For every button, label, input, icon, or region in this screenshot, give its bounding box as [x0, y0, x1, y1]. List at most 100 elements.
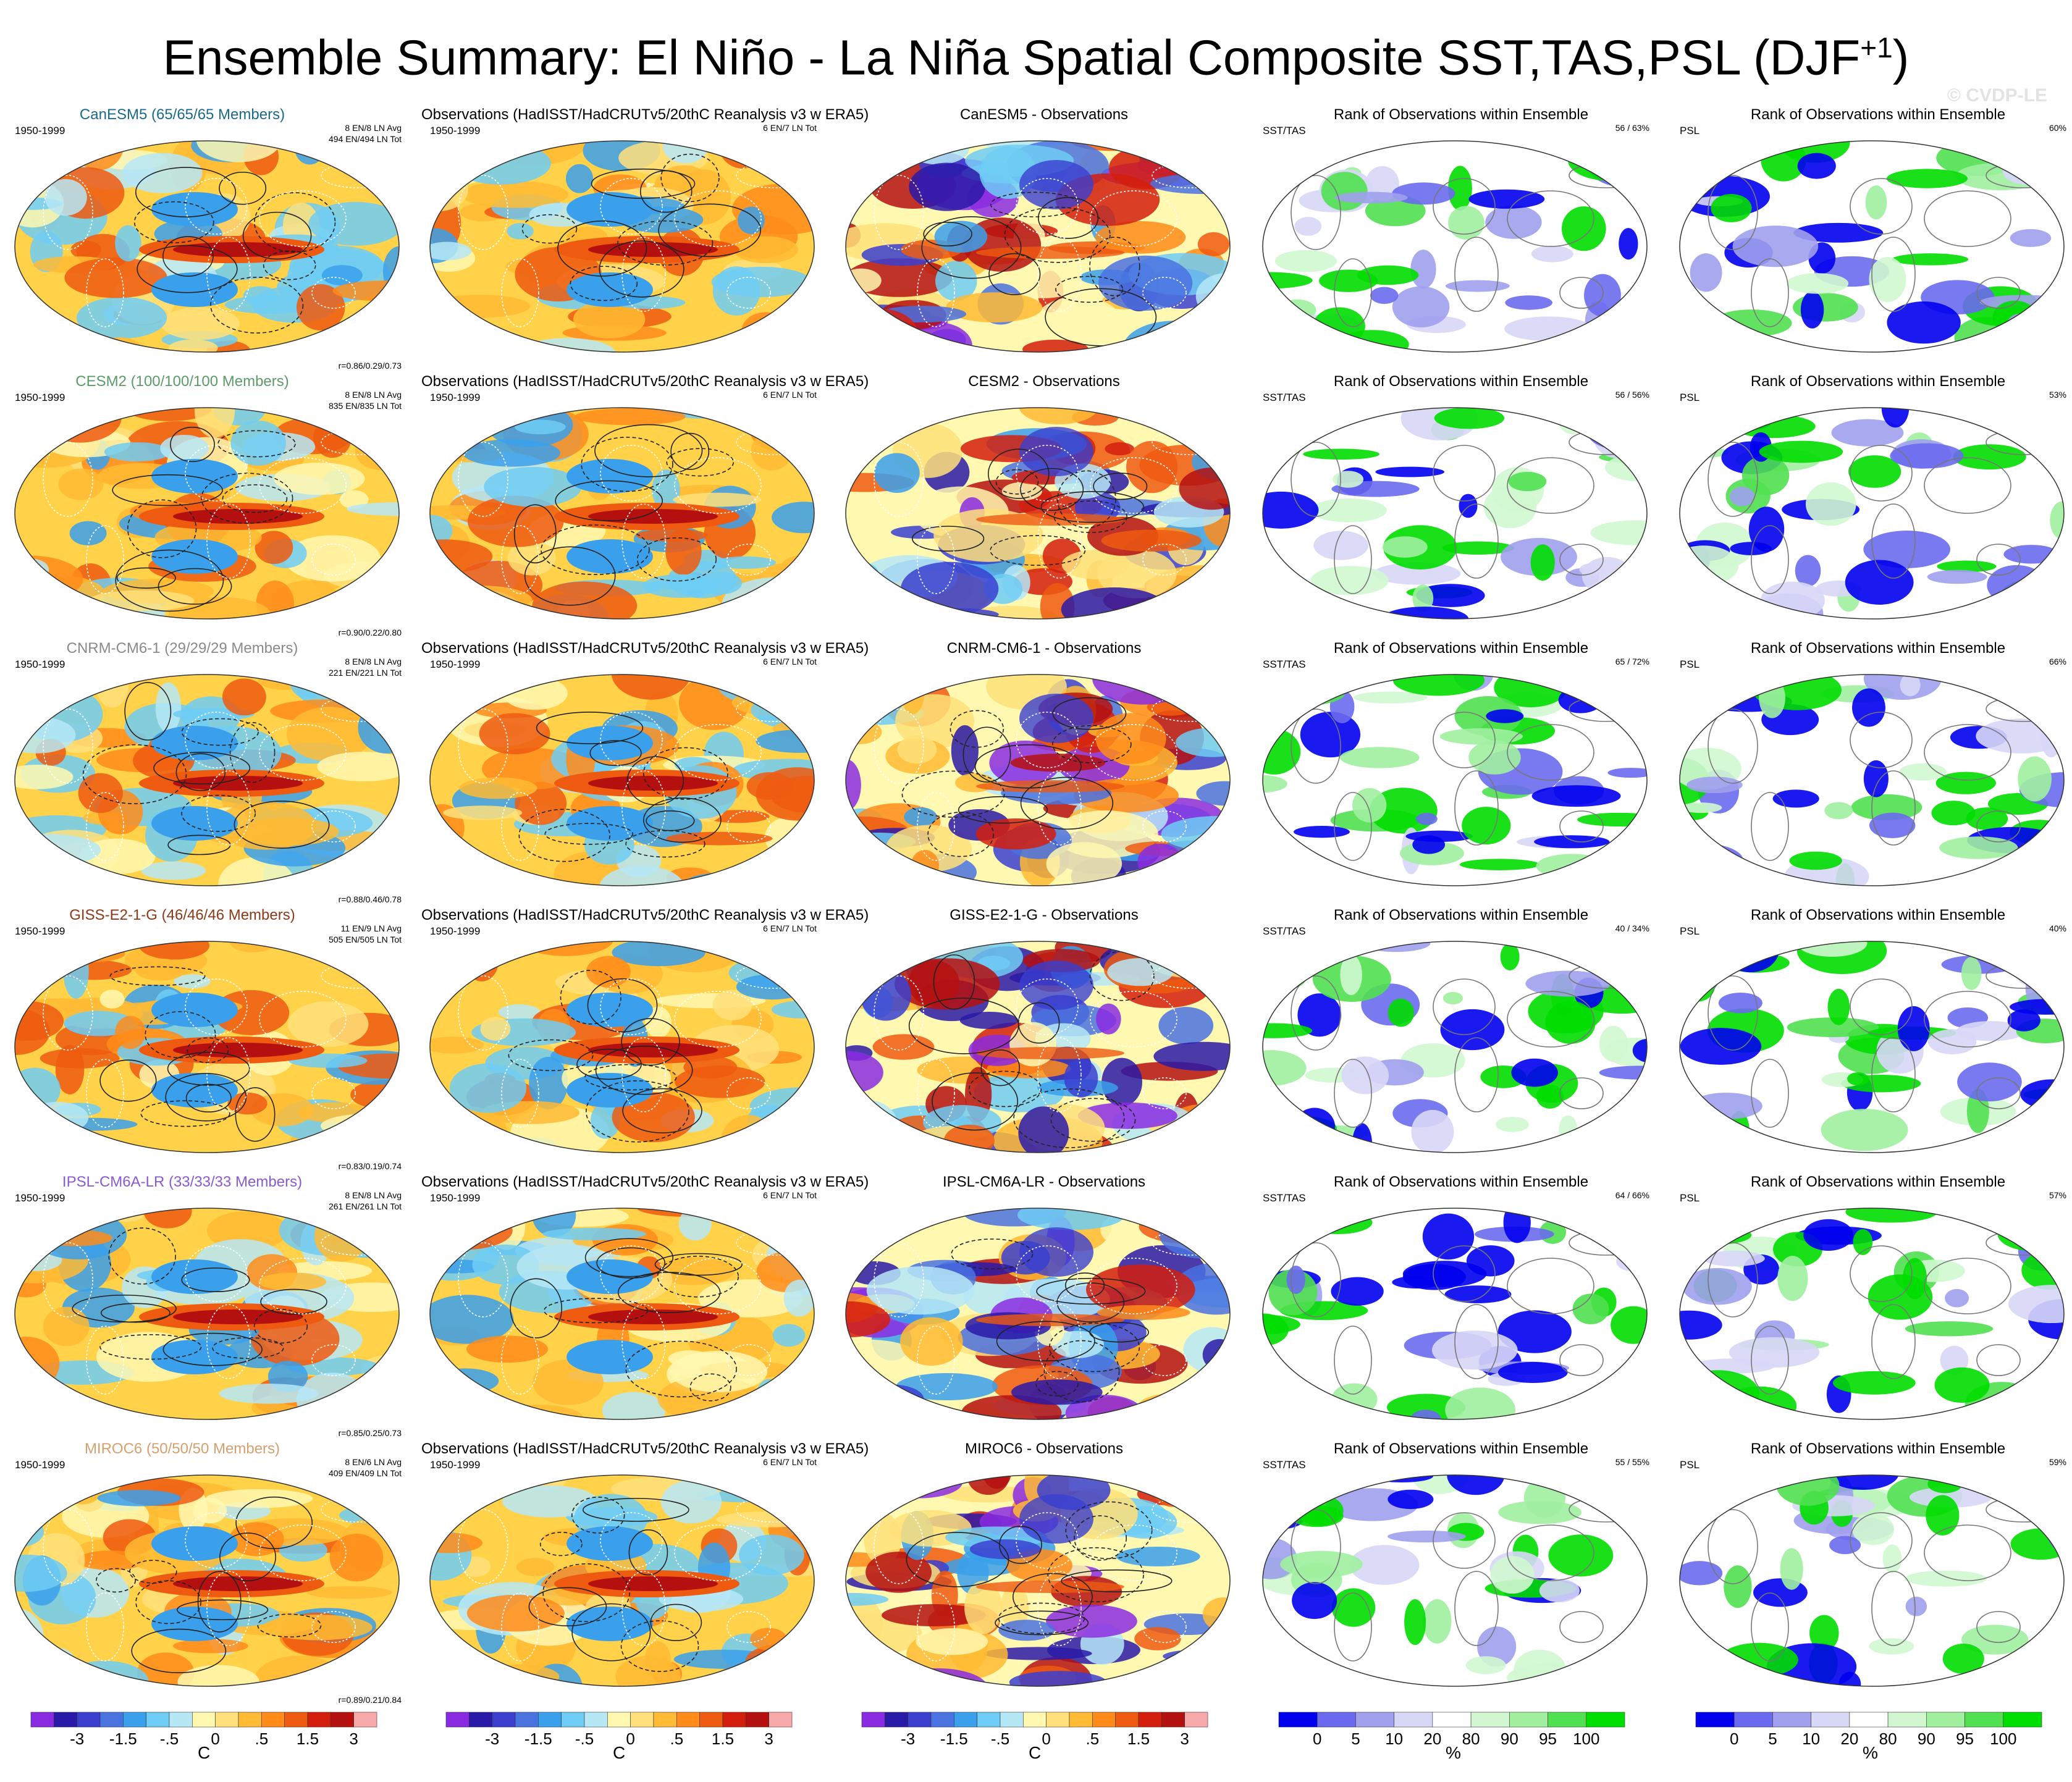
global-map	[14, 674, 400, 886]
panel-period: PSL	[1680, 125, 1700, 137]
colorbar-swatch	[1509, 1712, 1548, 1728]
panel-title: Rank of Observations within Ensemble	[1333, 640, 1589, 657]
panel-period: PSL	[1680, 392, 1700, 403]
panel-title: Rank of Observations within Ensemble	[1333, 1174, 1589, 1190]
panel-title: Rank of Observations within Ensemble	[1333, 106, 1589, 123]
colorbar-tick-label: 20	[1423, 1729, 1441, 1748]
colorbar-tick-label: 95	[1956, 1729, 1974, 1748]
colorbar-tick-label: 80	[1462, 1729, 1480, 1748]
colorbar-tick-label: 1.5	[712, 1729, 734, 1748]
global-map	[1679, 1208, 2065, 1420]
correlation-label: r=0.88/0.46/0.78	[338, 894, 402, 904]
colorbar-swatch	[2003, 1712, 2042, 1728]
panel-title: CESM2 (100/100/100 Members)	[75, 373, 289, 390]
colorbar-swatch	[261, 1712, 285, 1728]
panel-period: 1950-1999	[15, 925, 65, 937]
panel-members: 6 EN/7 LN Tot	[763, 1190, 817, 1200]
panel-members: 6 EN/7 LN Tot	[763, 390, 817, 400]
global-map	[14, 1474, 400, 1687]
map-panel: CanESM5 - Observations	[837, 106, 1251, 372]
map-panel: IPSL-CM6A-LR - Observations	[837, 1174, 1251, 1439]
panel-title: IPSL-CM6A-LR (33/33/33 Members)	[62, 1174, 303, 1190]
map-panel: Rank of Observations within Ensemble PSL 6…	[1671, 640, 2072, 906]
colorbar-tick-label: 0	[1042, 1729, 1050, 1748]
colorbar-swatch	[954, 1712, 977, 1728]
panel-title: CNRM-CM6-1 (29/29/29 Members)	[66, 640, 298, 657]
global-map	[845, 1208, 1231, 1420]
panel-title: GISS-E2-1-G (46/46/46 Members)	[69, 907, 295, 923]
temperature-colorbar: -3 -1.5 -.5 0 .5 1.5 3 C	[440, 1711, 798, 1762]
colorbar-swatch	[1278, 1712, 1318, 1728]
panel-members: 8 EN/8 LN Avg 494 EN/494 LN Tot	[329, 122, 402, 145]
colorbar-unit: C	[613, 1743, 626, 1762]
panel-members: 55 / 55%	[1615, 1457, 1649, 1467]
colorbar-tick-label: 3	[764, 1729, 773, 1748]
panel-members: 8 EN/6 LN Avg 409 EN/409 LN Tot	[329, 1456, 402, 1479]
panel-members: 40%	[2049, 923, 2066, 933]
panel-members: 56 / 56%	[1615, 390, 1649, 400]
panel-period: 1950-1999	[15, 1192, 65, 1204]
members-avg: 8 EN/8 LN Avg	[345, 657, 402, 666]
colorbar-swatch	[1432, 1712, 1472, 1728]
colorbar-swatches: -3 -1.5 -.5 0 .5 1.5 3	[30, 1712, 377, 1748]
global-map	[1262, 140, 1648, 353]
colorbar-tick-label: 100	[1990, 1729, 2016, 1748]
colorbar-swatch	[1695, 1712, 1735, 1728]
map-panel: Rank of Observations within Ensemble PSL 5…	[1671, 1174, 2072, 1439]
members-avg: 8 EN/8 LN Avg	[345, 390, 402, 400]
correlation-label: r=0.89/0.21/0.84	[338, 1695, 402, 1705]
map-panel: Rank of Observations within Ensemble SST/…	[1254, 1440, 1668, 1706]
colorbar-swatch	[676, 1712, 700, 1728]
map-panel: Rank of Observations within Ensemble SST/…	[1254, 1174, 1668, 1439]
colorbar-swatch	[769, 1712, 793, 1728]
colorbar-tick-label: 20	[1840, 1729, 1858, 1748]
colorbar-swatch	[469, 1712, 492, 1728]
colorbar-tick-label: 1.5	[1127, 1729, 1150, 1748]
panel-members: 6 EN/7 LN Tot	[763, 657, 817, 666]
panel-members: 66%	[2049, 657, 2066, 666]
members-tot: 505 EN/505 LN Tot	[328, 935, 402, 944]
map-panel: Rank of Observations within Ensemble SST/…	[1254, 373, 1668, 639]
panel-title: MIROC6 (50/50/50 Members)	[84, 1440, 280, 1457]
members-avg: 8 EN/6 LN Avg	[345, 1457, 402, 1467]
map-panel: CNRM-CM6-1 - Observations	[837, 640, 1251, 906]
members-avg: 8 EN/8 LN Avg	[345, 123, 402, 133]
colorbar-swatch	[584, 1712, 608, 1728]
colorbar-swatch	[1849, 1712, 1889, 1728]
colorbar-swatch	[445, 1712, 470, 1728]
map-panel: MIROC6 (50/50/50 Members) 1950-1999 8 EN/6…	[6, 1440, 420, 1706]
colorbar-swatch	[977, 1712, 1001, 1728]
panel-members: 59%	[2049, 1457, 2066, 1467]
colorbar-tick-label: -3	[901, 1729, 915, 1748]
colorbar-swatch	[192, 1712, 216, 1728]
colorbar-tick-label: 3	[349, 1729, 358, 1748]
map-panel: Rank of Observations within Ensemble PSL 6…	[1671, 106, 2072, 372]
colorbar-swatch	[1046, 1712, 1070, 1728]
colorbar-swatch	[746, 1712, 769, 1728]
colorbar-swatch	[238, 1712, 262, 1728]
map-panel: Rank of Observations within Ensemble SST/…	[1254, 907, 1668, 1172]
colorbar-tick-label: 90	[1501, 1729, 1518, 1748]
correlation-label: r=0.86/0.29/0.73	[338, 361, 402, 371]
global-map	[1262, 1208, 1648, 1420]
colorbar-swatch	[1887, 1712, 1927, 1728]
panel-title: Rank of Observations within Ensemble	[1333, 1440, 1589, 1457]
colorbar-swatch	[515, 1712, 539, 1728]
panel-title: Observations (HadISST/HadCRUTv5/20thC Re…	[421, 373, 869, 390]
colorbar-swatch	[123, 1712, 146, 1728]
colorbar-tick-label: -.5	[575, 1729, 594, 1748]
colorbar-swatch	[1092, 1712, 1116, 1728]
colorbar-swatch	[908, 1712, 932, 1728]
global-map	[1679, 941, 2065, 1153]
global-map	[1262, 941, 1648, 1153]
correlation-label: r=0.90/0.22/0.80	[338, 628, 402, 637]
global-map	[845, 140, 1231, 353]
panel-period: PSL	[1680, 1192, 1700, 1204]
colorbar-tick-label: 5	[1351, 1729, 1360, 1748]
colorbar-tick-label: 0	[1730, 1729, 1738, 1748]
members-tot: 494 EN/494 LN Tot	[328, 134, 402, 144]
panel-members: 64 / 66%	[1615, 1190, 1649, 1200]
global-map	[1262, 674, 1648, 886]
global-map	[429, 407, 815, 620]
colorbar-tick-label: .5	[670, 1729, 683, 1748]
